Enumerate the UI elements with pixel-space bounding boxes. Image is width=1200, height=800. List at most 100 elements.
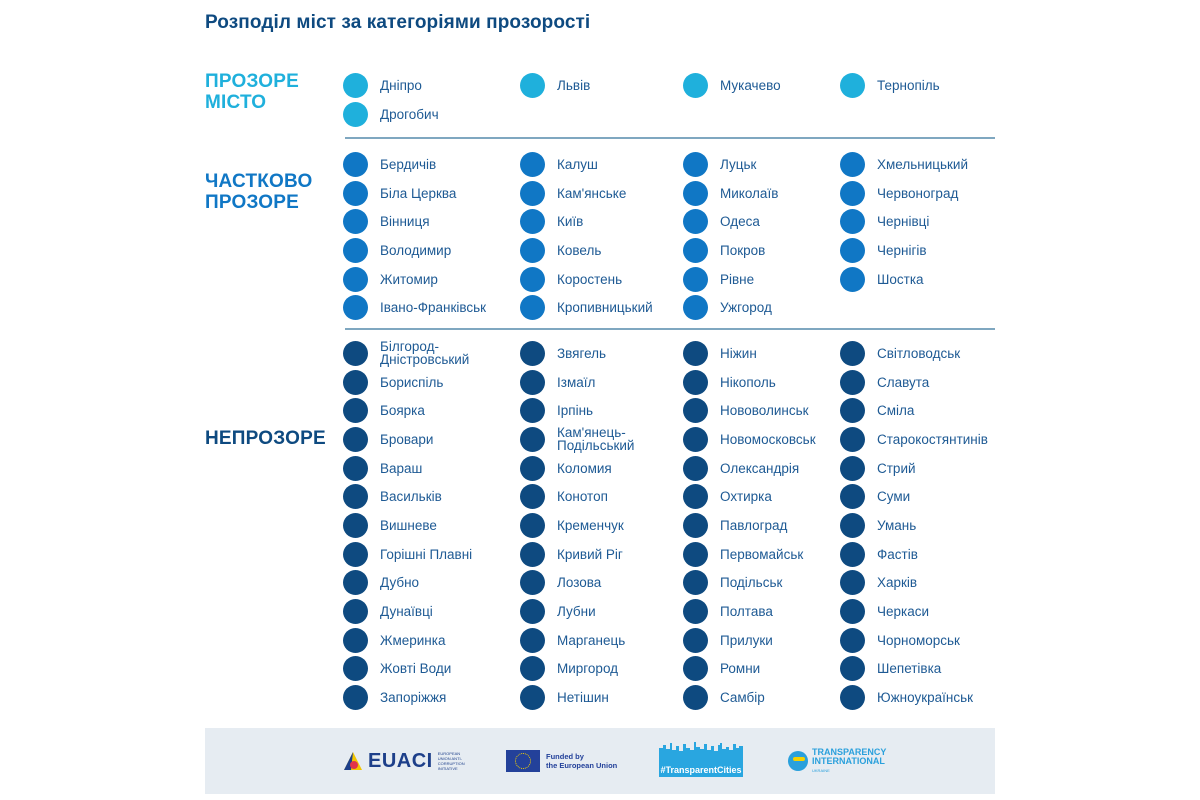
city-item: Марганець (520, 626, 683, 655)
category-dot-icon (343, 295, 368, 321)
city-name: Кропивницький (557, 300, 653, 316)
city-item: Дубно (343, 569, 520, 598)
euaci-logo: EUACI EUROPEAN UNION ANTI-CORRUPTION INI… (342, 728, 474, 794)
city-name: Ізмаїл (557, 374, 596, 390)
category-dot-icon (840, 599, 865, 625)
city-name: Славута (877, 374, 930, 390)
category-dot-icon (683, 426, 708, 452)
eu-funded-line: Funded by (546, 752, 584, 761)
category-dot-icon (683, 541, 708, 567)
city-item: Чернігів (840, 236, 995, 265)
section-opaque: НЕПРОЗОРЕ Білгород- Дністровський Звягель Н… (205, 330, 995, 720)
ti-globe-icon (788, 751, 808, 771)
city-item: Жовті Води (343, 655, 520, 684)
category-dot-icon (683, 266, 708, 292)
city-item: Звягель (520, 339, 683, 368)
ti-line: INTERNATIONAL (812, 755, 885, 766)
city-item: Ромни (683, 655, 840, 684)
category-dot-icon (840, 627, 865, 653)
city-item: Охтирка (683, 482, 840, 511)
city-name: Чернігів (877, 242, 927, 258)
category-dot-icon (520, 340, 545, 366)
category-dot-icon (520, 484, 545, 510)
city-name: Васильків (380, 489, 442, 505)
city-name: Дубно (380, 575, 420, 591)
city-item: Полтава (683, 597, 840, 626)
city-name: Шостка (877, 271, 924, 287)
city-item: Чернівці (840, 207, 995, 236)
city-name: Біла Церква (380, 185, 457, 201)
section-transparent: ПРОЗОРЕ МІСТО Дніпро Львів Мукачево Тернопі… (205, 70, 995, 140)
category-dot-icon (343, 570, 368, 596)
category-dot-icon (840, 685, 865, 711)
category-dot-icon (683, 484, 708, 510)
city-item: Ужгород (683, 293, 840, 322)
city-name: Горішні Плавні (380, 546, 473, 562)
city-item: Бердичів (343, 150, 520, 179)
city-item: Шепетівка (840, 655, 995, 684)
city-item: Коломия (520, 454, 683, 483)
category-dot-icon (840, 426, 865, 452)
transparent-cities-logo: #TransparentCities (659, 728, 743, 794)
city-name: Ужгород (720, 300, 772, 316)
city-item: Боярка (343, 396, 520, 425)
category-label-line: НЕПРОЗОРЕ (205, 428, 326, 449)
category-dot-icon (683, 369, 708, 395)
city-name: Лозова (557, 575, 602, 591)
city-name: Світловодськ (877, 345, 961, 361)
city-item: Рівне (683, 265, 840, 294)
city-item: Нікополь (683, 368, 840, 397)
city-item: Олександрія (683, 454, 840, 483)
city-item: Стрий (840, 454, 995, 483)
city-name: Київ (557, 214, 584, 230)
category-dot-icon (520, 180, 545, 206)
city-name: Охтирка (720, 489, 772, 505)
city-name: Ковель (557, 242, 602, 258)
category-dot-icon (343, 398, 368, 424)
city-item: Кропивницький (520, 293, 683, 322)
city-item: Запоріжжя (343, 683, 520, 712)
category-label-opaque: НЕПРОЗОРЕ (205, 428, 326, 449)
category-dot-icon (840, 209, 865, 235)
transparent-cities-text: #TransparentCities (660, 765, 742, 775)
city-item: Червоноград (840, 179, 995, 208)
category-dot-icon (520, 369, 545, 395)
city-skyline-icon (659, 742, 743, 753)
city-item: Кривий Ріг (520, 540, 683, 569)
city-name: Самбір (720, 690, 765, 706)
category-dot-icon (840, 484, 865, 510)
city-item: Київ (520, 207, 683, 236)
city-item: Луцьк (683, 150, 840, 179)
eu-flag-icon (506, 750, 540, 772)
city-item: Чорноморськ (840, 626, 995, 655)
city-name: Чорноморськ (877, 632, 960, 648)
city-item: Черкаси (840, 597, 995, 626)
city-item: Біла Церква (343, 179, 520, 208)
category-dot-icon (683, 209, 708, 235)
city-name: Чернівці (877, 214, 930, 230)
ti-text: TRANSPARENCY INTERNATIONAL UKRAINE (812, 747, 886, 775)
transparent-cities-badge: #TransparentCities (659, 742, 743, 777)
city-name: Прилуки (720, 632, 773, 648)
category-dot-icon (840, 570, 865, 596)
category-dot-icon (840, 369, 865, 395)
city-name: Жовті Води (380, 661, 452, 677)
city-item: Нетішин (520, 683, 683, 712)
category-dot-icon (520, 72, 545, 98)
category-dot-icon (343, 541, 368, 567)
category-dot-icon (840, 512, 865, 538)
city-name: Ірпінь (557, 403, 594, 419)
city-name: Бердичів (380, 156, 437, 172)
euaci-subtext: EUROPEAN UNION ANTI-CORRUPTION INITIATIV… (437, 751, 465, 771)
city-item: Первомайськ (683, 540, 840, 569)
city-item: Жмеринка (343, 626, 520, 655)
category-dot-icon (343, 266, 368, 292)
category-dot-icon (840, 455, 865, 481)
city-item: Нововолинськ (683, 396, 840, 425)
city-item: Калуш (520, 150, 683, 179)
category-dot-icon (520, 295, 545, 321)
city-item: Вараш (343, 454, 520, 483)
category-dot-icon (840, 398, 865, 424)
city-item: Львів (520, 71, 683, 100)
city-name: Дунаївці (380, 604, 433, 620)
